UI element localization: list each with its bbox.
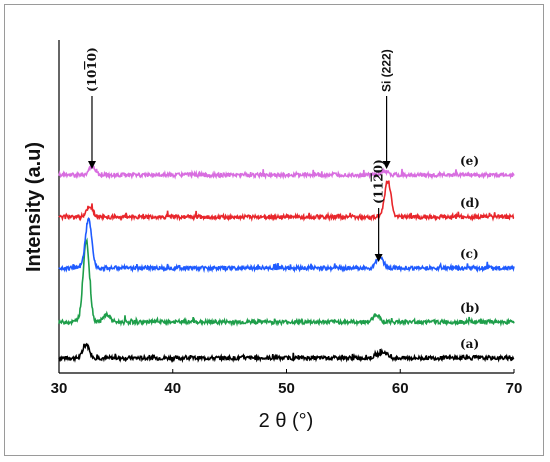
trace-label-c: (c)	[460, 247, 479, 261]
annotations-group: (1010) Si (222) (1120)	[85, 47, 394, 262]
x-tick-label: 70	[506, 380, 523, 397]
trace-label-b: (b)	[460, 301, 480, 315]
x-ticks-group: 30 40 50 60 70	[51, 369, 523, 397]
x-tick-label: 30	[51, 380, 68, 397]
annotation-label: (1120)	[372, 159, 386, 204]
y-axis-label: Intensity (a.u)	[23, 142, 45, 272]
trace-label-d: (d)	[460, 196, 480, 210]
trace-c	[58, 217, 515, 274]
x-tick-label: 40	[164, 380, 181, 397]
x-tick-label: 50	[278, 380, 295, 397]
trace-d	[58, 180, 515, 222]
x-tick-label: 60	[392, 380, 409, 397]
traces-group	[58, 163, 515, 364]
trace-labels-group: (a) (b) (c) (d) (e)	[460, 154, 480, 351]
annotation-arrow-head	[87, 161, 96, 169]
annotation-label: Si (222)	[380, 49, 394, 92]
annotation-label: (1010)	[85, 47, 99, 92]
trace-label-a: (a)	[460, 337, 479, 351]
figure-frame	[4, 4, 544, 456]
annotation-arrow-head	[374, 254, 383, 262]
annotation-arrow-head	[382, 161, 391, 169]
trace-b	[58, 237, 515, 327]
x-axis-label: 2 θ (°)	[259, 410, 314, 432]
trace-a	[58, 342, 515, 364]
trace-label-e: (e)	[460, 154, 479, 168]
trace-e	[58, 163, 515, 180]
